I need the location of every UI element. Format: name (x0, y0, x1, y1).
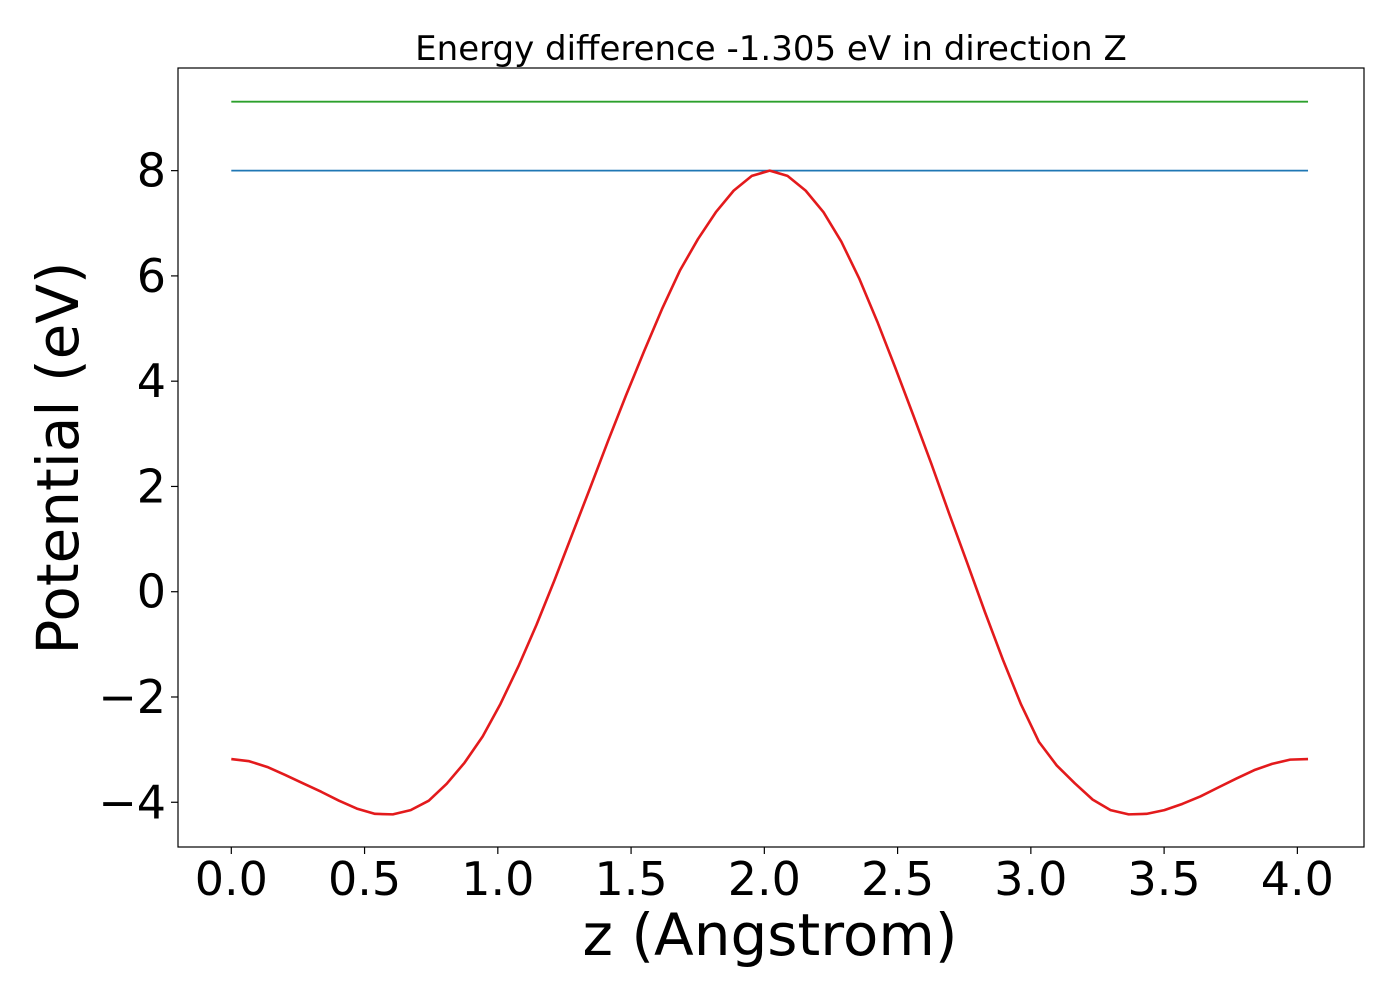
series-layer (231, 100, 1309, 816)
x-axis-label: z (Angstrom) (583, 901, 958, 969)
series-line-3 (231, 169, 1309, 816)
plot-frame (177, 67, 1365, 848)
y-axis-label: Potential (eV) (24, 261, 92, 654)
x-tick-label: 0.0 (195, 852, 268, 906)
y-tick-label: 8 (137, 144, 166, 198)
x-tick-label: 0.5 (328, 852, 401, 906)
x-tick-label: 3.5 (1128, 852, 1201, 906)
x-tick-label: 4.0 (1261, 852, 1334, 906)
x-axis-ticks: 0.0 0.5 1.0 1.5 2.0 2.5 3.0 3.5 4.0 (195, 847, 1334, 906)
y-tick-label: −4 (98, 775, 166, 829)
chart-title: Energy difference -1.305 eV in direction… (415, 29, 1127, 69)
x-tick-label: 1.0 (461, 852, 534, 906)
plot-background (178, 68, 1364, 847)
x-tick-label: 2.5 (861, 852, 934, 906)
y-axis-ticks: −4 −2 0 2 4 6 8 (98, 144, 178, 829)
y-tick-label: 4 (137, 354, 166, 408)
y-tick-label: 6 (137, 249, 166, 303)
x-tick-label: 2.0 (728, 852, 801, 906)
y-tick-label: −2 (98, 670, 166, 724)
x-tick-label: 3.0 (994, 852, 1067, 906)
x-tick-label: 1.5 (595, 852, 668, 906)
y-tick-label: 2 (137, 459, 166, 513)
y-tick-label: 0 (137, 565, 166, 619)
